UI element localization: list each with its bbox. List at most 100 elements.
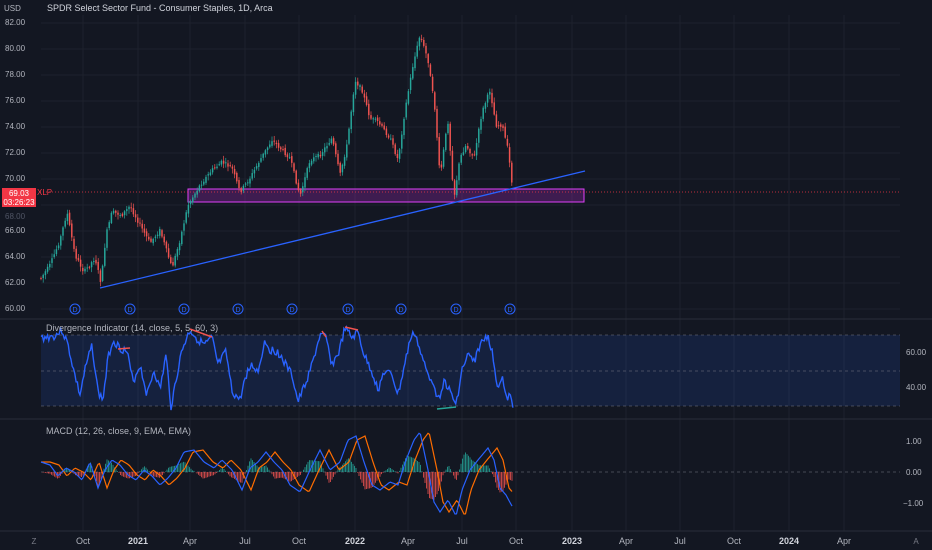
candle-body — [306, 168, 308, 178]
candle-body — [225, 162, 227, 164]
candle-body — [227, 163, 229, 167]
candle-body — [244, 183, 247, 185]
price-tick: 78.00 — [5, 70, 26, 79]
candle-body — [475, 143, 478, 156]
candle-body — [500, 124, 502, 127]
candle-body — [145, 231, 148, 237]
candle-body — [123, 211, 126, 216]
log-scale-toggle[interactable]: Z — [31, 537, 37, 546]
candle-body — [172, 261, 174, 266]
candle-body — [508, 147, 511, 163]
dividend-marker[interactable] — [504, 303, 516, 315]
dividend-marker-label: D — [507, 307, 512, 314]
bearish-divergence-2 — [189, 328, 213, 338]
candle-body — [299, 189, 302, 194]
candle-body — [348, 128, 350, 144]
candle-body — [409, 77, 412, 91]
dividend-marker[interactable] — [342, 303, 354, 315]
candle-body — [79, 259, 82, 267]
candle-body — [95, 259, 97, 264]
dividend-marker[interactable] — [450, 303, 462, 315]
auto-scale-toggle[interactable]: A — [913, 537, 919, 546]
candle-body — [233, 168, 236, 175]
candle-body — [73, 238, 75, 249]
candle-body — [137, 217, 139, 223]
macd-level: −1.00 — [903, 499, 924, 508]
candle-body — [86, 267, 88, 269]
candle-body — [326, 146, 328, 149]
candle-body — [273, 140, 275, 142]
candle-body — [150, 238, 152, 242]
candle-body — [165, 241, 168, 249]
candle-body — [489, 91, 491, 95]
time-axis-label: Oct — [291, 536, 307, 546]
candle-body — [350, 111, 352, 130]
candle-body — [319, 154, 322, 157]
candle-body — [236, 172, 238, 182]
dividend-marker[interactable] — [69, 303, 81, 315]
price-tick: 76.00 — [5, 96, 26, 105]
candle-body — [218, 164, 220, 166]
candle-body — [75, 248, 77, 259]
candle-body — [339, 162, 341, 173]
support-zone[interactable] — [187, 188, 585, 203]
macd-signal-line — [41, 432, 513, 515]
dividend-marker-label: D — [181, 307, 186, 314]
candle-body — [396, 154, 399, 159]
candle-body — [42, 274, 44, 279]
candle-body — [163, 236, 165, 243]
candle-body — [460, 154, 462, 163]
candle-body — [493, 102, 495, 115]
candle-body — [97, 261, 99, 270]
bearish-divergence-3 — [321, 330, 327, 338]
dividend-marker[interactable] — [124, 303, 136, 315]
candle-body — [390, 138, 392, 140]
candle-body — [511, 162, 513, 183]
candle-body — [253, 169, 256, 174]
time-axis-label: 2023 — [561, 536, 583, 546]
dividend-marker[interactable] — [395, 303, 407, 315]
candle-body — [484, 103, 487, 109]
candle-body — [407, 91, 410, 104]
macd-indicator-label[interactable]: MACD (12, 26, close, 9, EMA, EMA) — [46, 426, 192, 436]
candle-body — [148, 236, 150, 240]
candle-body — [40, 277, 42, 279]
candle-body — [249, 178, 251, 184]
chart-title[interactable]: SPDR Select Sector Fund - Consumer Stapl… — [47, 3, 273, 13]
candle-body — [200, 184, 203, 186]
candle-body — [491, 92, 493, 104]
candle-body — [174, 255, 176, 266]
candle-body — [341, 164, 344, 173]
candle-body — [139, 222, 141, 224]
time-axis-label: 2024 — [778, 536, 800, 546]
candle-body — [238, 180, 240, 189]
candle-body — [143, 228, 146, 233]
candle-body — [418, 37, 421, 47]
dividend-marker[interactable] — [232, 303, 244, 315]
dividend-marker[interactable] — [286, 303, 298, 315]
last-price-label: 69.03 03:26:23 — [2, 188, 36, 207]
divergence-indicator-label[interactable]: Divergence Indicator (14, close, 5, 5, 6… — [46, 323, 219, 333]
candle-body — [170, 257, 172, 264]
candle-body — [64, 220, 66, 227]
candle-body — [337, 153, 339, 165]
candle-body — [44, 271, 47, 276]
candle-body — [429, 64, 432, 76]
ticker-label: XLP — [37, 188, 53, 197]
candle-body — [68, 212, 71, 225]
candle-body — [93, 261, 95, 263]
trendline[interactable] — [99, 170, 586, 289]
candle-body — [222, 160, 225, 164]
candle-body — [447, 123, 449, 134]
time-axis-label: Apr — [182, 536, 198, 546]
candle-body — [104, 247, 106, 266]
candle-body — [115, 210, 117, 213]
candle-body — [88, 266, 91, 268]
candle-body — [49, 263, 51, 268]
candle-body — [330, 138, 333, 144]
dividend-marker[interactable] — [178, 303, 190, 315]
candle-body — [324, 147, 326, 153]
price-tick: 80.00 — [5, 44, 26, 53]
candle-body — [405, 102, 407, 118]
